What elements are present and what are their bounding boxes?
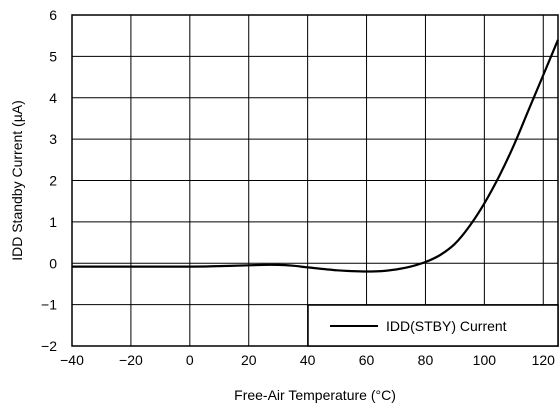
x-tick-label: −40 [60, 352, 84, 368]
x-tick-label: 100 [473, 352, 497, 368]
series-line [71, 39, 560, 273]
legend-label: IDD(STBY) Current [386, 318, 507, 334]
grid [72, 15, 558, 346]
y-tick-label: 4 [49, 90, 57, 106]
x-tick-label: 120 [532, 352, 556, 368]
x-tick-label: 0 [186, 352, 194, 368]
y-tick-label: 1 [49, 214, 57, 230]
y-tick-label: 6 [49, 7, 57, 23]
x-tick-labels: −40 −20 0 20 40 60 80 100 120 [60, 352, 555, 368]
x-axis-label: Free-Air Temperature (°C) [234, 387, 396, 403]
x-tick-label: 40 [300, 352, 316, 368]
y-tick-label: 5 [49, 48, 57, 64]
y-tick-label: 3 [49, 131, 57, 147]
y-tick-labels: −2 −1 0 1 2 3 4 5 6 [41, 7, 57, 354]
x-tick-label: 60 [359, 352, 375, 368]
x-tick-label: −20 [119, 352, 143, 368]
y-axis-label: IDD Standby Current (µA) [9, 100, 25, 261]
legend: IDD(STBY) Current [307, 304, 559, 347]
y-tick-label: −1 [41, 297, 57, 313]
x-tick-label: 20 [241, 352, 257, 368]
y-tick-label: 2 [49, 173, 57, 189]
series-lines [71, 39, 560, 273]
y-tick-label: −2 [41, 338, 57, 354]
y-tick-label: 0 [49, 255, 57, 271]
x-tick-label: 80 [418, 352, 434, 368]
